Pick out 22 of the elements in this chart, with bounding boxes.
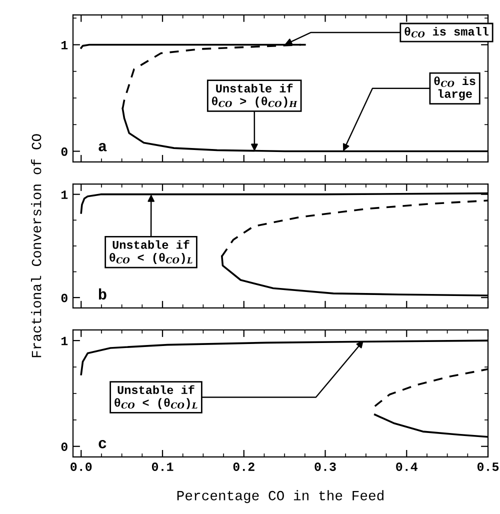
annotation: a xyxy=(98,142,107,152)
annotation: Unstable if θ$_{CO}$ > (θ$_{CO}$)$_{H}$ xyxy=(212,84,298,108)
annotation: θ$_{CO}$ is small xyxy=(404,26,488,38)
y-tick-label: 1 xyxy=(61,41,68,50)
annotation: θ$_{CO}$ is large xyxy=(434,76,476,100)
annotation: b xyxy=(98,288,106,300)
annotation: Unstable if θ$_{CO}$ < (θ$_{CO}$)$_{L}$ xyxy=(114,385,198,410)
y-tick-label: 0 xyxy=(61,147,68,156)
x-tick-label: 0.3 xyxy=(314,462,336,472)
x-tick-label: 0.0 xyxy=(70,462,92,471)
y-tick-label: 0 xyxy=(61,442,68,452)
y-tick-label: 0 xyxy=(61,294,68,302)
x-tick-label: 0.2 xyxy=(233,462,254,471)
x-tick-label: 0.1 xyxy=(152,462,174,471)
annotation: c xyxy=(98,440,106,448)
x-axis-title: Percentage CO in the Feed xyxy=(177,490,384,504)
x-tick-label: 0.4 xyxy=(396,462,418,471)
y-tick-label: 1 xyxy=(61,336,68,346)
y-axis-title: Fractional Conversion of CO xyxy=(31,134,42,358)
y-tick-label: 1 xyxy=(61,190,68,199)
annotation: Unstable if θ$_{CO}$ < (θ$_{CO}$)$_{L}$ xyxy=(110,240,192,264)
x-tick-label: 0.5 xyxy=(477,462,499,471)
